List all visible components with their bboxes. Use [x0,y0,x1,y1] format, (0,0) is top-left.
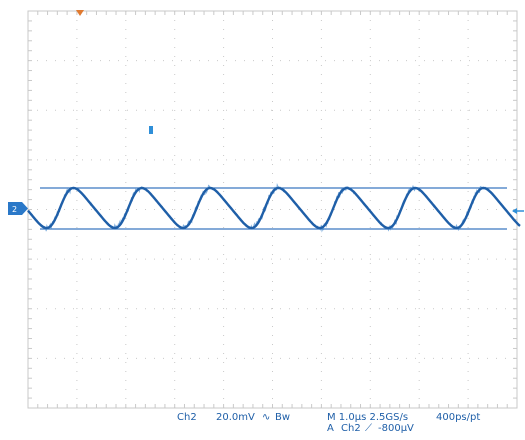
waveform-trace [27,186,521,230]
vertical-scale-readout[interactable]: 20.0mV [216,412,255,423]
coupling-icon: ∿ [262,412,271,423]
trigger-channel-readout[interactable]: Ch2 [341,423,361,434]
trigger-position-marker[interactable] [76,10,84,16]
graticule-ticks [28,11,517,408]
record-resolution-readout: 400ps/pt [436,412,481,423]
trigger-level-readout[interactable]: -800µV [378,423,414,434]
channel-label[interactable]: Ch2 [177,412,197,423]
graticule-grid [28,11,517,408]
trigger-level-marker[interactable] [512,208,524,214]
horizontal-scale-readout[interactable]: M 1.0µs 2.5GS/s [327,412,409,423]
channel-indicator-marker [149,126,153,134]
ground-marker-label: 2 [12,205,17,214]
trigger-source-prefix: A [327,423,334,434]
bandwidth-limit-readout[interactable]: Bw [275,412,291,423]
trigger-slope-icon: ⟋ [365,423,372,434]
channel-2-ground-marker[interactable]: 2 [8,202,28,215]
